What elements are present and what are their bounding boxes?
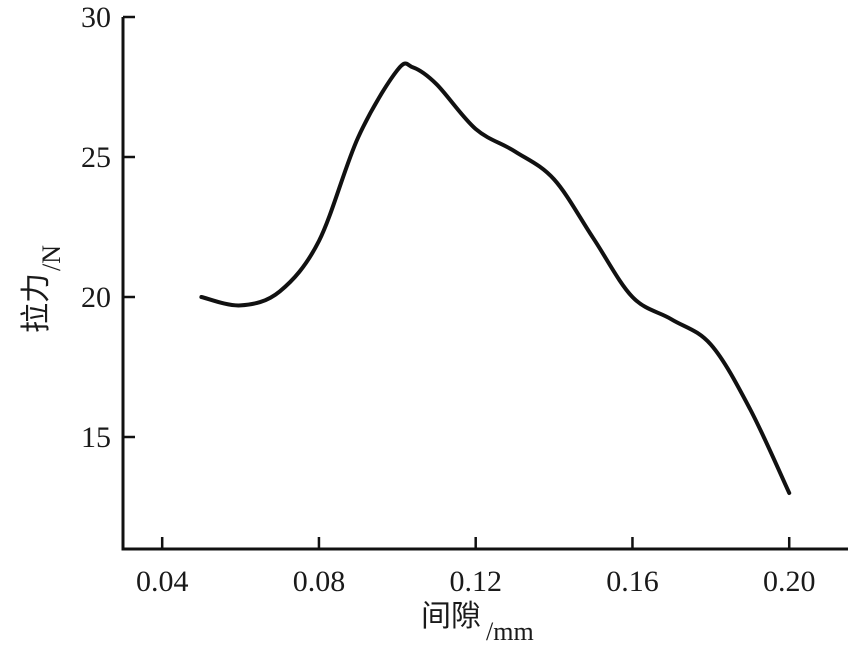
x-axis-unit: /mm: [486, 617, 534, 646]
y-tick-label: 25: [81, 141, 111, 174]
y-tick-label: 30: [81, 1, 111, 34]
x-tick-label: 0.08: [293, 565, 346, 598]
x-tick-label: 0.20: [763, 565, 816, 598]
x-axis-label: 间隙: [421, 599, 481, 634]
y-axis-unit: /N: [37, 245, 66, 271]
series-line: [199, 61, 792, 495]
y-axis-label: 拉力: [19, 273, 54, 333]
y-axis-ticks: 15 20 25 30: [81, 1, 135, 454]
x-axis-ticks: 0.04 0.08 0.12 0.16 0.20: [136, 537, 816, 598]
x-tick-label: 0.16: [606, 565, 659, 598]
x-tick-label: 0.12: [449, 565, 502, 598]
x-tick-label: 0.04: [136, 565, 189, 598]
chart-axes: [121, 17, 848, 551]
chart-series: [199, 61, 792, 495]
y-tick-label: 20: [81, 281, 111, 314]
y-tick-label: 15: [81, 421, 111, 454]
